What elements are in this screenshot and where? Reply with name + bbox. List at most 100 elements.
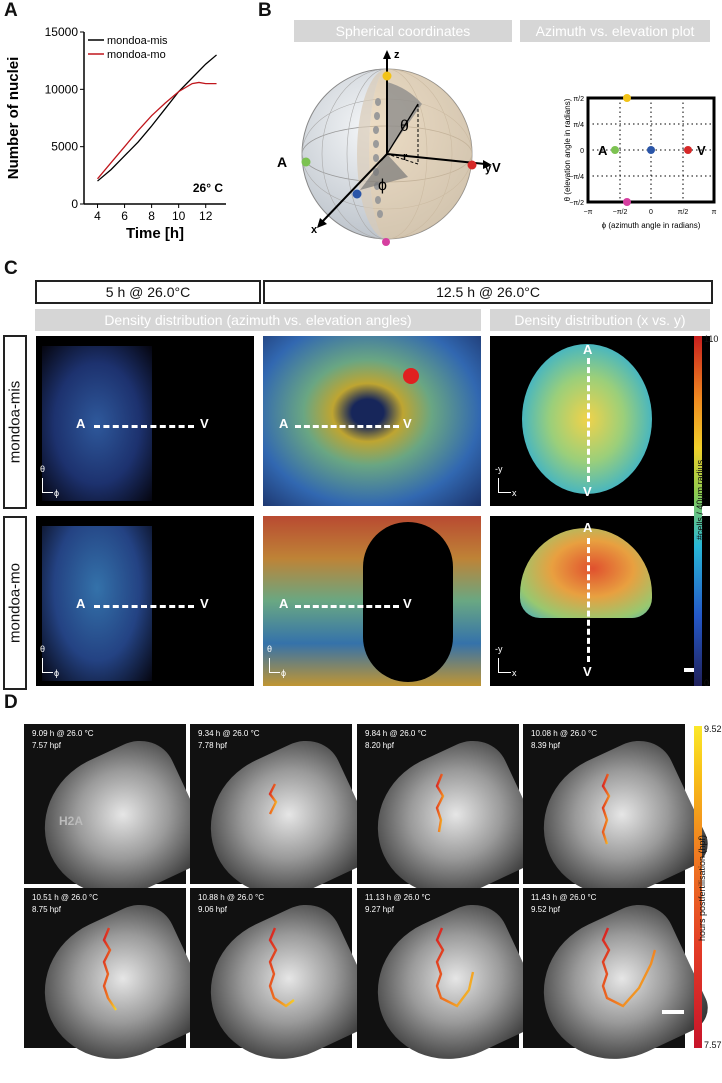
x-axis-icon: x xyxy=(512,488,517,498)
y-tick-label: 0 xyxy=(71,197,78,211)
header-5h: 5 h @ 26.0°C xyxy=(35,280,261,304)
panel-label-c: C xyxy=(4,258,18,279)
a-marker: A xyxy=(583,342,593,357)
density-5h-mo: A V θ ϕ xyxy=(36,516,254,686)
temperature-label: 26° C xyxy=(193,181,223,195)
y-tick-label: 10000 xyxy=(45,82,79,96)
x-tick-label: 12 xyxy=(199,209,213,223)
y-axis-label: y xyxy=(485,163,492,175)
timelapse-frame: 11.13 h @ 26.0 °C 9.27 hpf xyxy=(354,888,550,1083)
density-5h-mis: A V θ ϕ xyxy=(36,336,254,506)
av-axis xyxy=(94,425,194,428)
density-12h-mis-angles: A V xyxy=(263,336,481,506)
series-line-mondoa-mis xyxy=(97,54,217,182)
row-label-mondoa-mo: mondoa-mo xyxy=(3,516,27,690)
frame-hpf: 8.20 hpf xyxy=(365,741,394,750)
theta-axis-icon: θ xyxy=(40,464,46,474)
colorbar-label: #cells / 40µm radius xyxy=(695,459,705,541)
ytick-2: π/4 xyxy=(573,122,584,129)
series-line-mondoa-mo xyxy=(97,81,217,180)
xtick-4: π/2 xyxy=(678,209,689,216)
phi-axis-icon: ϕ xyxy=(281,668,287,678)
frame-time: 9.84 h @ 26.0 °C xyxy=(365,729,427,738)
hpf-colorbar xyxy=(694,726,702,1048)
sphere-diagram: z y V x A θ ϕ r xyxy=(277,49,501,246)
z-axis-label: z xyxy=(394,49,400,61)
ytick-5: −π/2 xyxy=(569,200,584,207)
frame-time: 9.34 h @ 26.0 °C xyxy=(198,729,260,738)
theta-axis-icon: θ xyxy=(40,644,46,654)
hpf-colorbar-label: hours postfertilisation (hpf) xyxy=(697,834,707,942)
frame-hpf: 7.78 hpf xyxy=(198,741,227,750)
xtick-1: −π xyxy=(584,209,593,216)
v-marker: V xyxy=(583,484,592,499)
xtick-2: −π/2 xyxy=(613,209,628,216)
frame-hpf: 8.39 hpf xyxy=(531,741,560,750)
y-axis-title: Number of nuclei xyxy=(5,57,22,180)
theta-symbol: θ xyxy=(400,118,409,135)
plot-xlabel: ϕ (azimuth angle in radians) xyxy=(602,221,701,230)
legend-entry: mondoa-mis xyxy=(107,35,168,47)
phi-symbol: ϕ xyxy=(378,177,387,194)
a-marker: A xyxy=(583,520,593,535)
density-colorbar xyxy=(694,336,702,686)
a-marker: A xyxy=(76,416,86,431)
v-marker: V xyxy=(583,664,592,679)
v-marker: V xyxy=(403,596,412,611)
x-tick-label: 8 xyxy=(148,209,155,223)
x-tick-label: 4 xyxy=(94,209,101,223)
timelapse-frame: 9.34 h @ 26.0 °C 7.78 hpf xyxy=(187,724,383,920)
colorbar-min: 0 xyxy=(704,678,710,688)
neg-y-axis-icon: -y xyxy=(495,644,503,654)
a-label-sphere: A xyxy=(277,154,287,170)
density-12h-mo-angles: A V θ ϕ xyxy=(263,516,481,686)
frame-time: 11.13 h @ 26.0 °C xyxy=(365,893,431,902)
v-label-sphere: V xyxy=(492,160,501,175)
frame-time: 11.43 h @ 26.0 °C xyxy=(531,893,597,902)
ytick-1: π/2 xyxy=(573,96,584,103)
v-marker: V xyxy=(200,596,209,611)
av-axis xyxy=(295,605,399,608)
azimuth-elevation-plot: A V π/2 π/4 0 −π/4 −π/2 −π −π/2 0 π/2 π … xyxy=(563,94,717,230)
density-12h-mo-xy: A V -y x xyxy=(490,516,710,686)
theta-axis-icon: θ xyxy=(267,644,273,654)
nuclei-line-chart: 15000 10000 5000 0 4 6 8 10 12 mondoa-mis mondoa-m… xyxy=(5,25,226,242)
xtick-3: 0 xyxy=(649,209,653,216)
r-symbol: r xyxy=(403,151,408,163)
a-marker: A xyxy=(279,596,289,611)
panel-label-b: B xyxy=(258,0,272,21)
angle-density-bar: Density distribution (azimuth vs. elevat… xyxy=(35,309,481,331)
av-axis xyxy=(587,538,590,662)
av-axis xyxy=(295,425,399,428)
header-12h: 12.5 h @ 26.0°C xyxy=(263,280,713,304)
neg-y-axis-icon: -y xyxy=(495,464,503,474)
scale-bar-d xyxy=(662,1010,684,1014)
frame-time: 10.08 h @ 26.0 °C xyxy=(531,729,598,738)
timelapse-frame: 9.09 h @ 26.0 °C 7.57 hpf xyxy=(21,724,217,920)
frame-hpf: 9.27 hpf xyxy=(365,905,394,914)
a-marker: A xyxy=(76,596,86,611)
frame-hpf: 7.57 hpf xyxy=(32,741,61,750)
v-marker: V xyxy=(403,416,412,431)
a-marker: A xyxy=(279,416,289,431)
scale-bar xyxy=(684,668,702,672)
phi-axis-icon: ϕ xyxy=(54,488,60,498)
timelapse-frame: 9.84 h @ 26.0 °C 8.20 hpf xyxy=(354,724,550,920)
timelapse-frame: 10.88 h @ 26.0 °C 9.06 hpf xyxy=(187,888,383,1083)
legend-entry: mondoa-mo xyxy=(107,49,166,61)
a-label-plot: A xyxy=(598,143,608,158)
row-label-mondoa-mis: mondoa-mis xyxy=(3,335,27,509)
x-tick-label: 6 xyxy=(121,209,128,223)
phi-axis-icon: ϕ xyxy=(54,668,60,678)
x-axis-title: Time [h] xyxy=(126,225,184,242)
frame-hpf: 8.75 hpf xyxy=(32,905,61,914)
v-label-plot: V xyxy=(697,143,706,158)
density-12h-mis-xy: A V -y x xyxy=(490,336,710,506)
colorbar-max: 110 xyxy=(704,334,719,344)
frame-hpf: 9.06 hpf xyxy=(198,905,227,914)
y-tick-label: 15000 xyxy=(45,25,79,39)
ytick-3: 0 xyxy=(580,148,584,155)
v-marker: V xyxy=(200,416,209,431)
x-axis-label: x xyxy=(311,224,318,236)
xtick-5: π xyxy=(712,209,717,216)
